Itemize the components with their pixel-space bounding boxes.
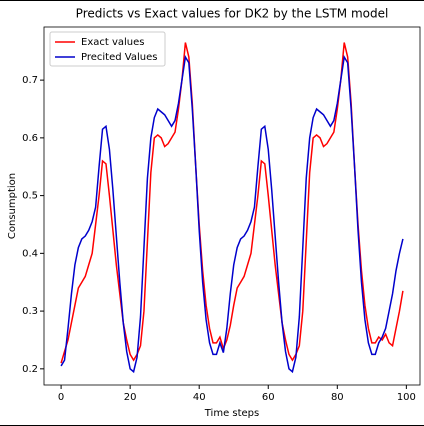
legend-label: Exact values [81,37,145,48]
y-tick-label: 0.6 [22,133,38,144]
y-tick-label: 0.3 [22,306,38,317]
y-tick-label: 0.7 [22,75,38,86]
x-axis-label: Time steps [204,408,260,419]
data-line [60,54,404,374]
x-tick-label: 0 [58,392,64,403]
y-tick-label: 0.4 [22,248,38,259]
data-line [60,42,404,364]
y-axis-label: Consumption [7,173,18,239]
y-tick-label: 0.5 [22,191,38,202]
legend-box [49,31,166,67]
plot-frame [43,26,421,386]
chart-title: Predicts vs Exact values for DK2 by the … [76,7,389,21]
x-tick-label: 60 [262,392,275,403]
x-tick-label: 40 [193,392,206,403]
legend-label: Precited Values [81,52,157,63]
x-tick-label: 100 [397,392,416,403]
x-tick-label: 20 [124,392,137,403]
y-tick-label: 0.2 [22,364,38,375]
x-tick-label: 80 [331,392,344,403]
